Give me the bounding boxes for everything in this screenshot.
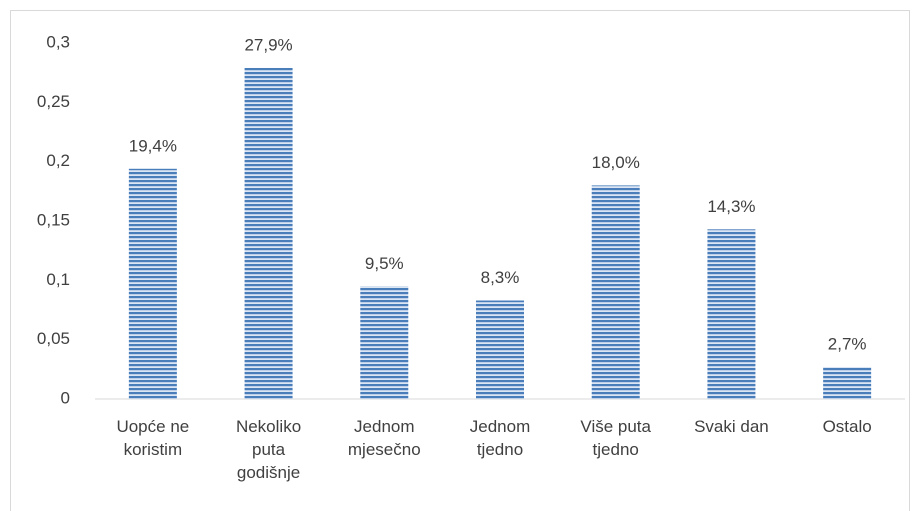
bar <box>591 185 640 399</box>
y-tick-label: 0,3 <box>46 32 70 51</box>
x-tick-label: Svaki dan <box>694 417 769 436</box>
x-tick-label: Jednom mjesečno <box>347 417 421 459</box>
bar <box>707 229 756 399</box>
data-label: 18,0% <box>592 153 640 172</box>
bar <box>823 366 872 399</box>
data-label: 27,9% <box>244 35 292 54</box>
y-tick-label: 0,15 <box>37 210 70 229</box>
x-tick-label: Jednom tjedno <box>469 417 531 459</box>
data-label: 19,4% <box>129 136 177 155</box>
x-tick-label: Nekoliko puta godišnje <box>235 417 302 482</box>
y-tick-label: 0,25 <box>37 92 70 111</box>
y-tick-label: 0 <box>61 388 70 407</box>
bar <box>360 286 409 399</box>
y-tick-label: 0,05 <box>37 329 70 348</box>
bar <box>128 168 177 399</box>
y-tick-label: 0,2 <box>46 151 70 170</box>
data-label: 8,3% <box>481 268 520 287</box>
data-label: 2,7% <box>828 334 867 353</box>
x-tick-label: Uopće ne koristim <box>116 417 190 459</box>
bar <box>476 300 524 399</box>
data-label: 9,5% <box>365 254 404 273</box>
bar <box>244 67 293 400</box>
x-tick-label: Više puta tjedno <box>580 417 651 459</box>
chart-border <box>10 10 910 511</box>
y-tick-label: 0,1 <box>46 270 70 289</box>
data-label: 14,3% <box>707 197 755 216</box>
x-tick-label: Ostalo <box>822 417 872 436</box>
